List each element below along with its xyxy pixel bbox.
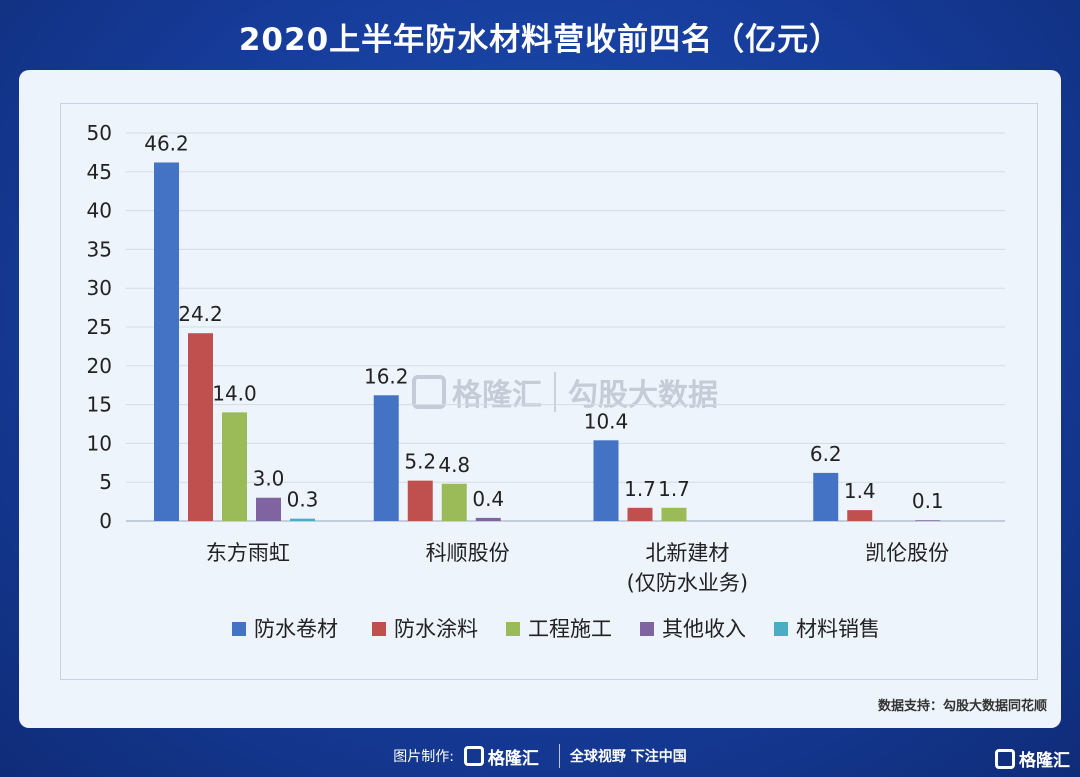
footer-brand: 格隆汇 <box>487 748 539 769</box>
y-tick-label: 45 <box>87 160 112 184</box>
footer-divider <box>558 744 560 768</box>
plot-frame <box>60 103 1038 680</box>
x-category-label: 科顺股份 <box>426 541 510 565</box>
bar <box>373 395 399 521</box>
bar <box>813 472 839 521</box>
y-tick-label: 15 <box>87 393 112 417</box>
bar <box>188 333 213 521</box>
brand-logo-icon <box>412 375 446 409</box>
legend-swatch <box>232 622 246 636</box>
x-category-label: (仅防水业务) <box>627 571 748 595</box>
data-label: 0.3 <box>287 488 319 512</box>
y-tick-label: 5 <box>99 470 112 494</box>
bar <box>256 497 281 521</box>
bar <box>847 510 873 521</box>
y-tick-label: 30 <box>87 276 112 300</box>
legend-label: 防水卷材 <box>254 617 338 641</box>
bar <box>154 162 179 521</box>
data-label: 24.2 <box>178 302 223 326</box>
y-tick-label: 40 <box>87 199 112 223</box>
footer-logo: 格隆汇 <box>463 744 539 769</box>
bar <box>222 412 247 521</box>
corner-logo: 格隆汇 <box>995 746 1070 771</box>
y-tick-label: 35 <box>87 237 112 261</box>
data-label: 10.4 <box>584 409 629 433</box>
source-note: 数据支持：勾股大数据同花顺 <box>877 699 1047 714</box>
legend-label: 防水涂料 <box>394 617 478 641</box>
corner-logo-icon <box>995 748 1015 769</box>
corner-brand: 格隆汇 <box>1019 751 1070 771</box>
legend-swatch <box>774 622 788 636</box>
legend-swatch <box>506 622 520 636</box>
x-category-label: 凯伦股份 <box>865 541 949 565</box>
x-category-label: 东方雨虹 <box>206 541 290 565</box>
y-tick-label: 0 <box>99 509 112 533</box>
bar <box>290 518 315 521</box>
footer-made-by: 图片制作: <box>393 749 454 765</box>
watermark: 格隆汇 勾股大数据 <box>412 370 718 414</box>
bar <box>661 507 687 521</box>
footer-slogan: 全球视野 下注中国 <box>569 749 687 765</box>
data-label: 4.8 <box>438 453 470 477</box>
bar <box>593 440 619 521</box>
footer: 图片制作: 格隆汇 全球视野 下注中国 <box>0 738 1080 774</box>
legend-swatch <box>372 622 386 636</box>
data-label: 0.4 <box>472 487 504 511</box>
data-label: 16.2 <box>364 364 409 388</box>
data-label: 0.1 <box>912 489 944 513</box>
data-label: 1.7 <box>658 477 690 501</box>
legend-swatch <box>640 622 654 636</box>
bar <box>441 483 467 521</box>
data-label: 3.0 <box>253 467 285 491</box>
bar <box>407 480 433 521</box>
y-tick-label: 20 <box>87 354 112 378</box>
footer-logo-icon <box>463 746 484 766</box>
data-label: 1.7 <box>624 477 656 501</box>
data-label: 1.4 <box>844 479 876 503</box>
watermark-separator <box>554 372 556 412</box>
legend-label: 材料销售 <box>796 617 880 641</box>
data-label: 6.2 <box>810 442 842 466</box>
data-label: 46.2 <box>144 131 189 155</box>
bar <box>915 520 941 521</box>
bar <box>475 517 501 521</box>
data-label: 14.0 <box>212 381 257 405</box>
bar <box>627 507 653 521</box>
y-tick-label: 25 <box>87 315 112 339</box>
y-tick-label: 10 <box>87 431 112 455</box>
data-label: 5.2 <box>404 450 436 474</box>
watermark-brand: 格隆汇 <box>452 378 542 413</box>
chart-card: 格隆汇 勾股大数据 数据支持：勾股大数据同花顺 <box>19 70 1061 728</box>
y-tick-label: 50 <box>87 121 112 145</box>
legend-label: 其他收入 <box>662 617 746 641</box>
page-title: 2020上半年防水材料营收前四名（亿元） <box>238 22 842 58</box>
legend-label: 工程施工 <box>528 617 612 641</box>
x-category-label: 北新建材 <box>645 541 729 565</box>
watermark-product: 勾股大数据 <box>568 378 718 413</box>
